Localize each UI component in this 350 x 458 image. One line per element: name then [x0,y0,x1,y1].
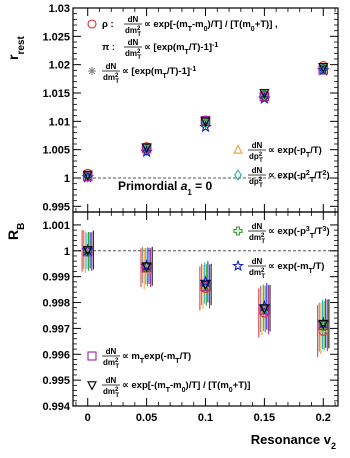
top-legend-prefix-1: π : [102,42,115,53]
bottom-y-tick-label-2: 0.999 [42,272,70,284]
top-legend-numerator-4: dN [252,166,263,175]
top-point-square-4 [318,65,329,75]
bottom-legend-symbol-3 [87,381,97,391]
top-y-tick-label-5: 1.005 [42,145,70,157]
bottom-y-tick-label-5: 0.996 [42,349,70,361]
top-y-tick-label-6: 1 [64,173,70,185]
bottom-y-tick-label-7: 0.994 [42,401,70,413]
bottom-panel: 1.001 1 0.999 0.998 0.997 0.996 0.995 0.994 0 0.… [5,211,339,451]
bottom-legend-formula-2: ∝ mTexp(-mT/T) [122,351,191,365]
bottom-x-tick-label-3: 0.15 [254,412,275,424]
top-point-triangle-down-4 [318,63,329,73]
bottom-y-tick-label-6: 0.995 [42,375,70,387]
top-legend-numerator-3: dN [252,141,263,150]
top-legend-prefix-0: ρ : [102,19,114,30]
bottom-x-tick-label-1: 0.05 [136,412,157,424]
bottom-x-tick-label-2: 0.1 [198,412,213,424]
top-legend-formula-0: ∝ exp[-(mT-m0)/T] / [T(m0+T)] , [144,19,278,33]
top-point-square-0 [82,171,93,182]
top-point-square-3 [259,91,270,102]
bottom-x-tick-label-0: 0 [85,412,91,424]
bottom-legend-symbol-2 [87,351,97,361]
top-point-triangle-down-0 [82,170,93,181]
bottom-legend-numerator-1: dN [252,257,263,266]
bottom-y-axis-label: RB [5,223,27,240]
top-y-tick-label-4: 1.01 [49,116,70,128]
top-y-tick-label-7: 0.995 [42,201,70,213]
bottom-legend-formula-3: ∝ exp[-(mT-m0)/T] / [T(m0+T)] [122,380,250,394]
top-legend-formula-4: ∝ exp(-p2T/T2) [268,170,330,184]
top-legend-formula-2: ∝ [exp(mT/T)-1]-1 [122,66,196,80]
top-point-triangle-down-3 [259,89,270,99]
bottom-x-ticks: 0 0.05 0.1 0.15 0.2 [75,212,336,424]
top-legend-formula-1: ∝ [exp(mT/T)-1]-1 [144,42,218,56]
top-legend-numerator-2: dN [106,62,117,71]
x-axis-label: Resonance v2 [251,432,336,451]
top-legend-symbol-4 [234,169,242,181]
bottom-point-star-2 [199,275,212,288]
top-legend-symbol-2 [88,67,96,75]
bottom-y-tick-label-3: 0.998 [42,298,70,310]
bottom-y-tick-label-1: 1 [64,246,70,258]
bottom-legend-formula-1: ∝ exp(-mT/T) [268,261,324,275]
bottom-legend-numerator-0: dN [252,222,263,231]
top-point-star-1 [140,145,153,158]
bottom-legend-numerator-2: dN [106,347,117,356]
top-point-triangle-down-2 [200,117,211,128]
bottom-x-tick-label-4: 0.2 [316,412,331,424]
bottom-data-marks [81,230,330,357]
bottom-y-ticks: 1.001 1 0.999 0.998 0.997 0.996 0.995 0.994 [42,220,338,413]
top-data-marks [81,61,330,183]
top-legend-formula-3: ∝ exp(-pT/T) [268,145,322,159]
top-legend-symbol-0 [87,19,97,29]
top-y-tick-label-0: 1.03 [49,3,70,15]
top-point-triangle-down-1 [141,143,152,154]
top-y-ticks: 1.03 1.025 1.02 1.015 1.01 1.005 1 0.995 [42,3,338,213]
bottom-y-tick-label-0: 1.001 [42,220,70,232]
top-panel: 1.03 1.025 1.02 1.015 1.01 1.005 1 0.995 ρ : dN… [5,3,339,213]
bottom-legend-numerator-3: dN [106,376,117,385]
bottom-legend-symbol-0 [233,226,243,236]
bottom-y-tick-label-4: 0.997 [42,323,70,335]
top-legend-numerator-1: dN [128,38,139,47]
bottom-point-triangle-down-4 [318,319,329,330]
bottom-point-triangle-down-0 [82,246,93,256]
top-legend-numerator-0: dN [128,15,139,24]
top-legend-symbol-3 [233,144,243,154]
top-y-tick-label-2: 1.02 [49,60,70,72]
bottom-legend-symbol-1 [231,259,245,272]
top-y-tick-label-1: 1.025 [42,31,70,43]
bottom-legend-formula-0: ∝ exp(-p3T/T3) [268,226,330,240]
bottom-point-triangle-down-1 [141,262,152,273]
bottom-point-triangle-down-2 [200,280,211,291]
top-x-ticks [75,8,336,212]
top-y-tick-label-3: 1.015 [42,88,70,100]
bottom-point-triangle-down-3 [259,304,270,315]
bottom-point-square-2 [200,281,211,292]
primordial-annotation: Primordial a1 = 0 [118,179,213,197]
top-y-axis-label: rrest [5,36,27,60]
